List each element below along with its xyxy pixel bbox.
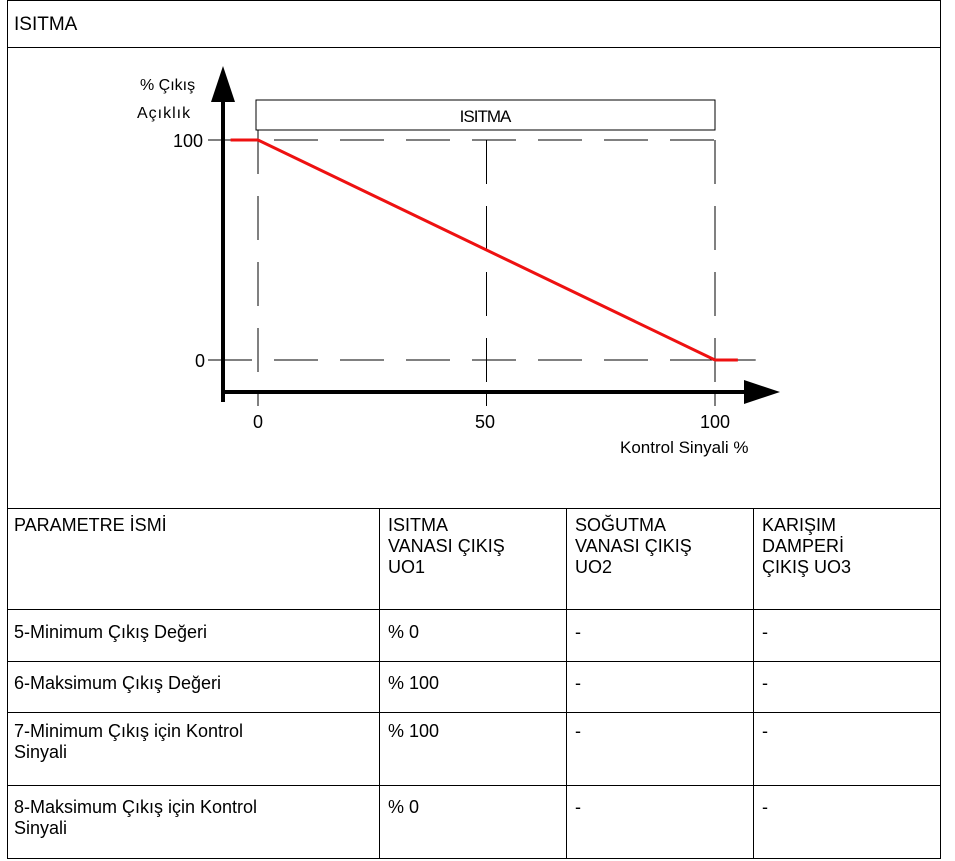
cell-text: - <box>762 622 768 642</box>
cell-text: Sinyali <box>14 742 68 762</box>
cell-text: - <box>575 622 581 642</box>
table-row-value: - <box>575 797 581 818</box>
table-row-value: - <box>762 797 768 818</box>
column-divider <box>566 508 567 859</box>
header-cooling-valve: SOĞUTMA VANASI ÇIKIŞ UO2 <box>575 515 692 578</box>
chart-gridlines <box>208 130 756 406</box>
chart-divider <box>7 508 941 509</box>
x-tick-label-100: 100 <box>700 412 730 432</box>
cell-text: 5-Minimum Çıkış Değeri <box>14 622 208 642</box>
x-axis-arrow <box>744 380 780 404</box>
cell-text: 6-Maksimum Çıkış Değeri <box>14 673 222 693</box>
header-mix-damper: KARIŞIM DAMPERİ ÇIKIŞ UO3 <box>762 515 851 578</box>
header-text: UO2 <box>575 557 613 577</box>
y-axis-label-line1: % Çıkış <box>140 77 195 94</box>
table-row-value: - <box>762 673 768 694</box>
x-tick-label-0: 0 <box>253 412 263 432</box>
table-row-value: % 100 <box>388 673 439 694</box>
row-divider <box>7 661 941 662</box>
row-divider <box>7 609 941 610</box>
cell-text: 8-Maksimum Çıkış için Kontrol <box>14 797 258 817</box>
table-row-value: % 0 <box>388 622 419 643</box>
table-row-value: - <box>762 622 768 643</box>
column-divider <box>753 508 754 859</box>
y-axis-arrow <box>211 66 235 102</box>
band-box <box>255 99 716 131</box>
table-row-param: 5-Minimum Çıkış Değeri <box>14 622 207 643</box>
table-row-value: - <box>575 721 581 742</box>
document-border <box>7 0 941 859</box>
cell-text: - <box>762 721 768 741</box>
table-row-param: 8-Maksimum Çıkış için Kontrol Sinyali <box>14 797 257 839</box>
band-label: ISITMA <box>460 107 512 126</box>
header-text: KARIŞIM <box>762 515 837 535</box>
row-divider <box>7 785 941 786</box>
cell-text: Sinyali <box>14 818 68 838</box>
cell-text: % 0 <box>388 622 420 642</box>
cell-text: - <box>575 797 581 817</box>
row-divider <box>7 712 941 713</box>
section-title: ISITMA <box>14 14 78 35</box>
table-row-value: - <box>575 673 581 694</box>
header-parameter-name: PARAMETRE İSMİ <box>14 515 167 536</box>
cell-text: % 0 <box>388 797 420 817</box>
y-tick-label-0: 0 <box>195 351 205 371</box>
cell-text: 7-Minimum Çıkış için Kontrol <box>14 721 244 741</box>
header-text: VANASI ÇIKIŞ <box>388 536 505 556</box>
header-text: ÇIKIŞ UO3 <box>762 557 852 577</box>
column-divider <box>379 508 380 859</box>
header-text: VANASI ÇIKIŞ <box>575 536 692 556</box>
x-tick-label-50: 50 <box>475 412 495 432</box>
header-heating-valve: ISITMA VANASI ÇIKIŞ UO1 <box>388 515 505 578</box>
table-row-value: - <box>762 721 768 742</box>
header-text: PARAMETRE İSMİ <box>14 515 167 535</box>
cell-text: - <box>575 721 581 741</box>
header-text: ISITMA <box>388 515 449 535</box>
table-row-value: % 0 <box>388 797 419 818</box>
cell-text: % 100 <box>388 721 440 741</box>
y-axis-label-line2: Açıklık <box>137 105 191 122</box>
cell-text: - <box>575 673 581 693</box>
header-text: DAMPERİ <box>762 536 845 556</box>
cell-text: - <box>762 673 768 693</box>
header-text: UO1 <box>388 557 426 577</box>
table-row-param: 7-Minimum Çıkış için Kontrol Sinyali <box>14 721 243 763</box>
output-chart: ISITMA % Çıkış Açıklık 100 0 0 50 100 Ko… <box>137 66 780 457</box>
x-axis-label: Kontrol Sinyali % <box>620 438 749 457</box>
title-divider <box>7 47 941 48</box>
table-row-value: % 100 <box>388 721 439 742</box>
y-tick-label-100: 100 <box>173 131 203 151</box>
header-text: SOĞUTMA <box>575 515 667 535</box>
cell-text: % 100 <box>388 673 440 693</box>
cell-text: - <box>762 797 768 817</box>
series-line <box>230 138 738 362</box>
table-row-value: - <box>575 622 581 643</box>
table-row-param: 6-Maksimum Çıkış Değeri <box>14 673 221 694</box>
